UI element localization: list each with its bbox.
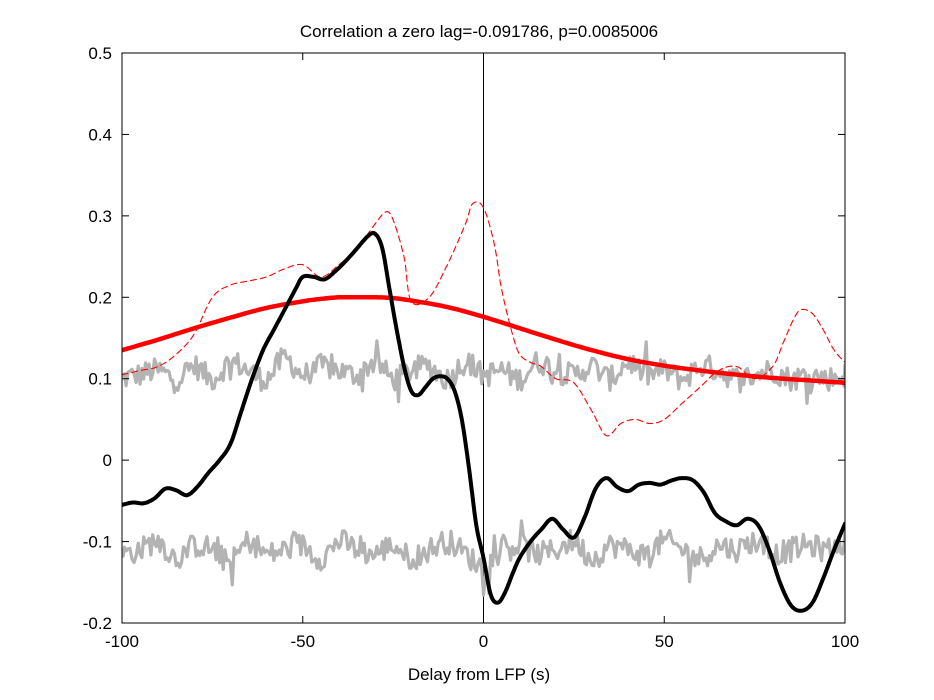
series-smooth-fit bbox=[122, 294, 845, 386]
y-tick-label: 0.3 bbox=[88, 207, 112, 226]
series-shuffle-lower bbox=[122, 519, 845, 597]
x-tick-label: 50 bbox=[655, 632, 674, 651]
y-tick-label: 0.2 bbox=[88, 288, 112, 307]
series-shuffle-upper bbox=[122, 339, 845, 405]
y-tick-label: 0.1 bbox=[88, 370, 112, 389]
series-cross-correlation bbox=[122, 231, 845, 613]
y-tick-label: -0.1 bbox=[83, 533, 112, 552]
x-axis-label: Delay from LFP (s) bbox=[408, 665, 550, 684]
y-tick-label: 0 bbox=[103, 451, 112, 470]
x-tick-label: -50 bbox=[290, 632, 315, 651]
y-tick-label: 0.4 bbox=[88, 125, 112, 144]
plot-area bbox=[122, 53, 845, 623]
y-tick-label: -0.2 bbox=[83, 614, 112, 633]
y-tick-label: 0.5 bbox=[88, 44, 112, 63]
chart-title: Correlation a zero lag=-0.091786, p=0.00… bbox=[300, 22, 658, 41]
x-tick-label: -100 bbox=[105, 632, 139, 651]
axes: -100 -50 0 50 100 -0.2 -0.1 0 0.1 0.2 0.3 0.4 0.5 bbox=[83, 44, 859, 651]
x-tick-label: 0 bbox=[479, 632, 488, 651]
x-tick-label: 100 bbox=[831, 632, 859, 651]
